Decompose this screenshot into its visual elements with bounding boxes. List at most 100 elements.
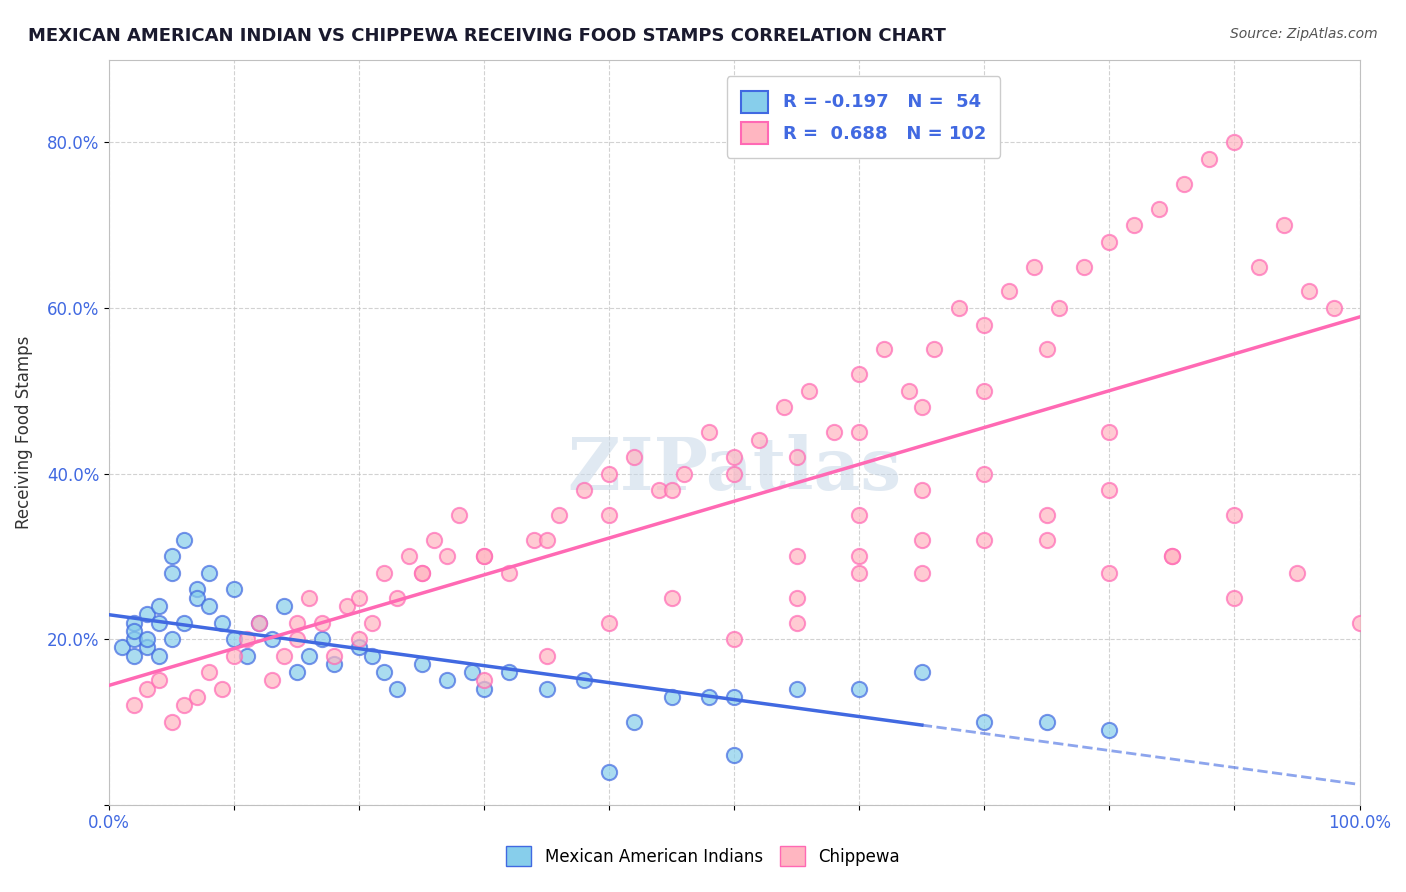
Point [135,632,157,646]
Point [160,632,183,646]
Point [848,508,870,522]
Point [623,714,645,729]
Point [799,384,821,398]
Point [186,690,208,704]
Point [498,566,520,580]
Point [873,343,896,357]
Point [1348,615,1371,630]
Point [848,566,870,580]
Point [323,648,346,663]
Point [211,681,233,696]
Point [973,467,995,481]
Point [848,367,870,381]
Point [461,665,484,680]
Point [598,764,620,779]
Point [848,681,870,696]
Point [411,657,433,671]
Point [211,615,233,630]
Point [1223,508,1246,522]
Point [135,607,157,622]
Point [347,640,370,655]
Point [1249,260,1271,274]
Point [385,591,408,605]
Point [598,615,620,630]
Point [661,690,683,704]
Point [273,599,295,613]
Point [498,665,520,680]
Point [973,533,995,547]
Point [911,401,934,415]
Point [336,599,359,613]
Legend: Mexican American Indians, Chippewa: Mexican American Indians, Chippewa [498,838,908,875]
Legend: R = -0.197   N =  54, R =  0.688   N = 102: R = -0.197 N = 54, R = 0.688 N = 102 [727,76,1000,158]
Point [235,632,257,646]
Point [285,665,308,680]
Point [160,566,183,580]
Point [311,632,333,646]
Point [1098,425,1121,439]
Point [436,549,458,564]
Point [298,591,321,605]
Point [436,673,458,688]
Y-axis label: Receiving Food Stamps: Receiving Food Stamps [15,335,32,529]
Point [1161,549,1184,564]
Point [398,549,420,564]
Point [911,483,934,497]
Point [186,582,208,597]
Point [1098,235,1121,249]
Point [247,615,270,630]
Point [224,648,246,663]
Point [122,632,145,646]
Point [786,450,808,464]
Point [1173,177,1195,191]
Point [160,549,183,564]
Point [697,425,720,439]
Point [648,483,671,497]
Point [122,698,145,713]
Point [548,508,571,522]
Point [536,533,558,547]
Point [347,591,370,605]
Point [848,425,870,439]
Point [247,615,270,630]
Point [1036,508,1059,522]
Point [135,640,157,655]
Point [198,566,221,580]
Point [472,673,495,688]
Point [1047,301,1070,315]
Point [598,467,620,481]
Point [748,434,770,448]
Point [385,681,408,696]
Point [173,533,195,547]
Point [148,599,170,613]
Point [472,681,495,696]
Point [160,714,183,729]
Point [472,549,495,564]
Point [360,648,382,663]
Point [723,690,745,704]
Point [574,673,596,688]
Point [574,483,596,497]
Point [973,318,995,332]
Point [998,285,1021,299]
Point [697,690,720,704]
Point [198,665,221,680]
Point [1098,483,1121,497]
Point [186,591,208,605]
Point [260,632,283,646]
Point [449,508,471,522]
Point [148,648,170,663]
Text: ZIPatlas: ZIPatlas [567,434,901,505]
Point [1123,218,1146,232]
Point [1073,260,1095,274]
Point [224,632,246,646]
Point [224,582,246,597]
Point [1161,549,1184,564]
Point [235,648,257,663]
Point [911,533,934,547]
Point [1285,566,1308,580]
Point [1323,301,1346,315]
Point [423,533,446,547]
Point [298,648,321,663]
Point [373,665,395,680]
